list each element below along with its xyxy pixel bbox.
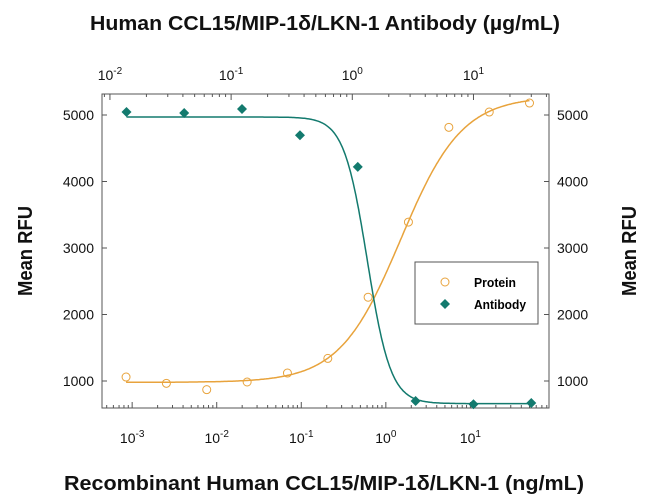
- data-point-protein: [242, 377, 252, 387]
- x-top-tick-label: 101: [463, 66, 485, 83]
- data-point-antibody: [121, 107, 132, 118]
- data-point-antibody: [352, 161, 363, 172]
- y-tick-label-right: 4000: [557, 174, 588, 190]
- y-tick-label-left: 3000: [63, 240, 94, 256]
- data-point-antibody: [179, 108, 190, 119]
- x-top-tick-label: 10-2: [98, 66, 123, 83]
- legend: Protein Antibody: [414, 261, 539, 325]
- fit-curve-protein: [126, 99, 530, 384]
- x-axis-label: Recombinant Human CCL15/MIP-1δ/LKN-1 (ng…: [64, 473, 584, 495]
- data-point-protein: [403, 217, 413, 227]
- data-point-protein: [444, 122, 454, 132]
- data-point-protein: [282, 368, 292, 378]
- data-point-protein: [323, 353, 333, 363]
- x-bottom-tick-label: 10-3: [120, 429, 145, 446]
- y-tick-label-left: 2000: [63, 307, 94, 323]
- x-top-tick-label: 100: [342, 66, 364, 83]
- legend-protein-marker: [440, 277, 450, 287]
- y-tick-label-right: 2000: [557, 307, 588, 323]
- data-point-protein: [161, 378, 171, 388]
- data-point-antibody: [526, 397, 537, 408]
- x-bottom-tick-label: 10-2: [204, 429, 229, 446]
- legend-antibody-label: Antibody: [474, 297, 527, 312]
- data-point-antibody: [294, 130, 305, 141]
- data-point-antibody: [237, 104, 248, 115]
- legend-antibody-marker: [440, 299, 450, 309]
- x-top-tick-label: 10-1: [219, 66, 244, 83]
- y-tick-label-right: 5000: [557, 107, 588, 123]
- plot-frame: [101, 93, 550, 409]
- data-point-antibody: [410, 395, 421, 406]
- legend-protein-label: Protein: [474, 275, 516, 290]
- y-tick-label-left: 1000: [63, 373, 94, 389]
- y-tick-label-left: 4000: [63, 174, 94, 190]
- data-point-antibody: [468, 399, 479, 410]
- data-point-protein: [121, 372, 131, 382]
- fit-curve-antibody: [126, 116, 532, 405]
- y-tick-label-left: 5000: [63, 107, 94, 123]
- data-point-protein: [525, 98, 535, 108]
- x-bottom-tick-label: 10-1: [289, 429, 314, 446]
- y-tick-label-right: 3000: [557, 240, 588, 256]
- legend-box: [414, 261, 539, 325]
- x-bottom-tick-label: 100: [375, 429, 397, 446]
- y-tick-label-right: 1000: [557, 373, 588, 389]
- x-bottom-tick-label: 101: [460, 429, 482, 446]
- data-point-protein: [363, 292, 373, 302]
- y-axis-label-right: Mean RFU: [619, 206, 641, 296]
- chart-title: Human CCL15/MIP-1δ/LKN-1 Antibody (µg/mL…: [90, 13, 560, 35]
- data-point-protein: [202, 385, 212, 395]
- y-axis-label-left: Mean RFU: [15, 206, 37, 296]
- data-point-protein: [484, 107, 494, 117]
